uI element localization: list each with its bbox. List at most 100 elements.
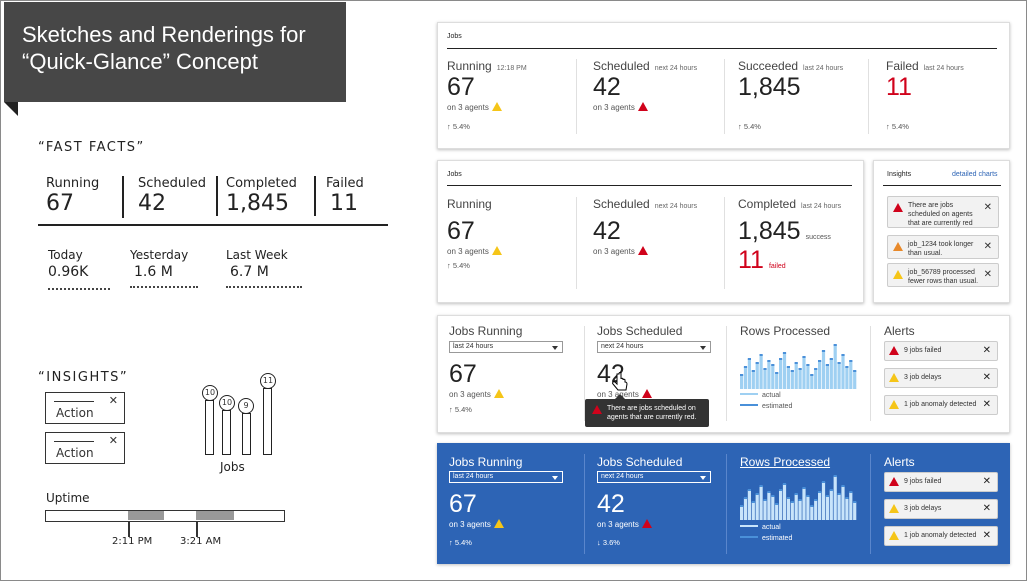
time-range-dropdown[interactable]: last 24 hours bbox=[449, 471, 563, 483]
chart-estimate-mark bbox=[818, 360, 822, 362]
alert-item[interactable]: 9 jobs failed ✕ bbox=[884, 472, 998, 492]
sketch-action-card: ✕ Action bbox=[45, 432, 125, 464]
chart-estimate-mark bbox=[833, 475, 837, 477]
legend-estimated: estimated bbox=[762, 535, 793, 542]
sketch-time-label: 3:21 AM bbox=[180, 536, 222, 547]
chart-bar bbox=[806, 365, 810, 389]
chart-bar bbox=[759, 486, 763, 520]
chart-bar bbox=[786, 498, 790, 520]
error-icon bbox=[889, 477, 899, 486]
time-range-dropdown[interactable]: next 24 hours bbox=[597, 471, 711, 483]
chart-bar bbox=[794, 494, 798, 520]
close-icon[interactable]: ✕ bbox=[982, 372, 991, 383]
chart-estimate-mark bbox=[841, 354, 845, 356]
time-range-dropdown[interactable]: next 24 hours bbox=[597, 341, 711, 353]
detailed-charts-link[interactable]: detailed charts bbox=[952, 171, 998, 178]
chart-bar bbox=[821, 482, 826, 520]
sketch-row-label: Last Week bbox=[226, 248, 288, 262]
close-icon[interactable]: ✕ bbox=[982, 345, 991, 356]
chart-estimate-mark bbox=[767, 491, 771, 493]
close-icon[interactable]: ✕ bbox=[983, 269, 992, 280]
alert-item[interactable]: 9 jobs failed ✕ bbox=[884, 341, 998, 361]
jobs-summary-panel-1: Jobs Running 12:18 PM 67 on 3 agents ↑ 5.… bbox=[437, 22, 1010, 149]
metric-sublabel: last 24 hours bbox=[803, 65, 844, 72]
rows-processed-link[interactable]: Rows Processed bbox=[740, 455, 831, 469]
jobs-running-col: Jobs Running bbox=[449, 455, 522, 469]
chart-estimate-mark bbox=[810, 374, 814, 376]
agents-text: on 3 agents bbox=[447, 247, 489, 256]
insight-card[interactable]: There are jobs scheduled on agents that … bbox=[887, 196, 999, 228]
metric-value: 67 bbox=[447, 73, 475, 101]
chart-estimate-mark bbox=[825, 364, 829, 366]
sketch-fact-label: Completed bbox=[226, 176, 297, 191]
chart-estimate-mark bbox=[763, 368, 767, 370]
close-icon[interactable]: ✕ bbox=[983, 241, 992, 252]
sketch-row-label: Yesterday bbox=[130, 248, 189, 262]
chart-bar bbox=[818, 492, 822, 520]
column-divider bbox=[584, 326, 585, 421]
insight-card[interactable]: job_1234 took longer than usual. ✕ bbox=[887, 235, 999, 259]
insight-text: job_56789 processed fewer rows than usua… bbox=[908, 269, 979, 285]
chart-estimate-mark bbox=[853, 370, 857, 372]
sketch-bubble: 10 bbox=[219, 395, 235, 411]
jobs-scheduled-col: Jobs Scheduled bbox=[597, 455, 682, 469]
sketch-fact-value: 1,845 bbox=[226, 191, 289, 216]
chart-bar bbox=[841, 355, 845, 389]
sketch-downtime-segment bbox=[196, 511, 234, 520]
col-label: Jobs Running bbox=[449, 455, 523, 469]
column-divider bbox=[868, 59, 869, 134]
column-divider bbox=[726, 326, 727, 421]
metric-sublabel: 12:18 PM bbox=[496, 65, 527, 72]
insight-card[interactable]: job_56789 processed fewer rows than usua… bbox=[887, 263, 999, 287]
metric-succeeded: Succeeded last 24 hours 1,845 ↑ 5.4% bbox=[738, 59, 844, 131]
warning-icon bbox=[893, 270, 903, 279]
chart-bar bbox=[786, 367, 790, 389]
chart-estimate-mark bbox=[755, 362, 759, 364]
chart-estimate-mark bbox=[747, 358, 751, 360]
close-icon[interactable]: ✕ bbox=[983, 202, 992, 213]
warning-icon bbox=[491, 246, 502, 255]
sketch-divider bbox=[314, 176, 316, 216]
chart-estimate-mark bbox=[755, 493, 759, 495]
time-range-dropdown[interactable]: last 24 hours bbox=[449, 341, 563, 353]
chart-bar bbox=[818, 361, 822, 389]
chart-estimate-mark bbox=[782, 483, 787, 485]
sketch-fast-facts-heading: “FAST FACTS” bbox=[38, 140, 145, 155]
jobs-running-col: Jobs Running bbox=[449, 324, 522, 338]
chart-estimate-mark bbox=[786, 366, 790, 368]
metric-value: 42 bbox=[593, 217, 621, 245]
error-icon[interactable] bbox=[641, 389, 652, 398]
alert-item[interactable]: 1 job anomaly detected ✕ bbox=[884, 395, 998, 415]
alert-text: 3 job delays bbox=[904, 505, 942, 512]
alert-item[interactable]: 3 job delays ✕ bbox=[884, 499, 998, 519]
sketch-row-value: 6.7 M bbox=[230, 264, 269, 280]
alert-item[interactable]: 3 job delays ✕ bbox=[884, 368, 998, 388]
close-icon[interactable]: ✕ bbox=[982, 530, 991, 541]
chart-estimate-mark bbox=[837, 362, 841, 364]
column-divider bbox=[576, 197, 577, 289]
jobs-dashboard-panel-light: Jobs Running last 24 hours 67 on 3 agent… bbox=[437, 315, 1010, 433]
close-icon[interactable]: ✕ bbox=[982, 399, 991, 410]
error-icon bbox=[889, 346, 899, 355]
trend-value: 3.6% bbox=[602, 538, 620, 547]
chart-bar bbox=[829, 359, 833, 389]
chart-estimate-mark bbox=[810, 505, 814, 507]
legend-estimated: estimated bbox=[762, 403, 793, 410]
chart-estimate-mark bbox=[806, 495, 810, 497]
close-icon[interactable]: ✕ bbox=[982, 476, 991, 487]
chart-estimate-mark bbox=[821, 350, 826, 352]
chart-bar bbox=[759, 355, 763, 389]
header-rule bbox=[883, 185, 1001, 186]
trend-value: 5.4% bbox=[452, 122, 470, 131]
chart-bar bbox=[782, 353, 787, 389]
sketch-fact-value: 11 bbox=[330, 191, 358, 216]
sketch-divider bbox=[122, 176, 124, 218]
agents-text: on 3 agents bbox=[449, 390, 491, 399]
chart-bar bbox=[775, 504, 779, 520]
close-icon[interactable]: ✕ bbox=[982, 503, 991, 514]
alert-item[interactable]: 1 job anomaly detected ✕ bbox=[884, 526, 998, 546]
sketch-action-label: Action bbox=[56, 406, 94, 420]
sketch-uptime-bar bbox=[45, 510, 285, 522]
chart-estimate-mark bbox=[747, 489, 751, 491]
col-label: Rows Processed bbox=[740, 324, 831, 338]
